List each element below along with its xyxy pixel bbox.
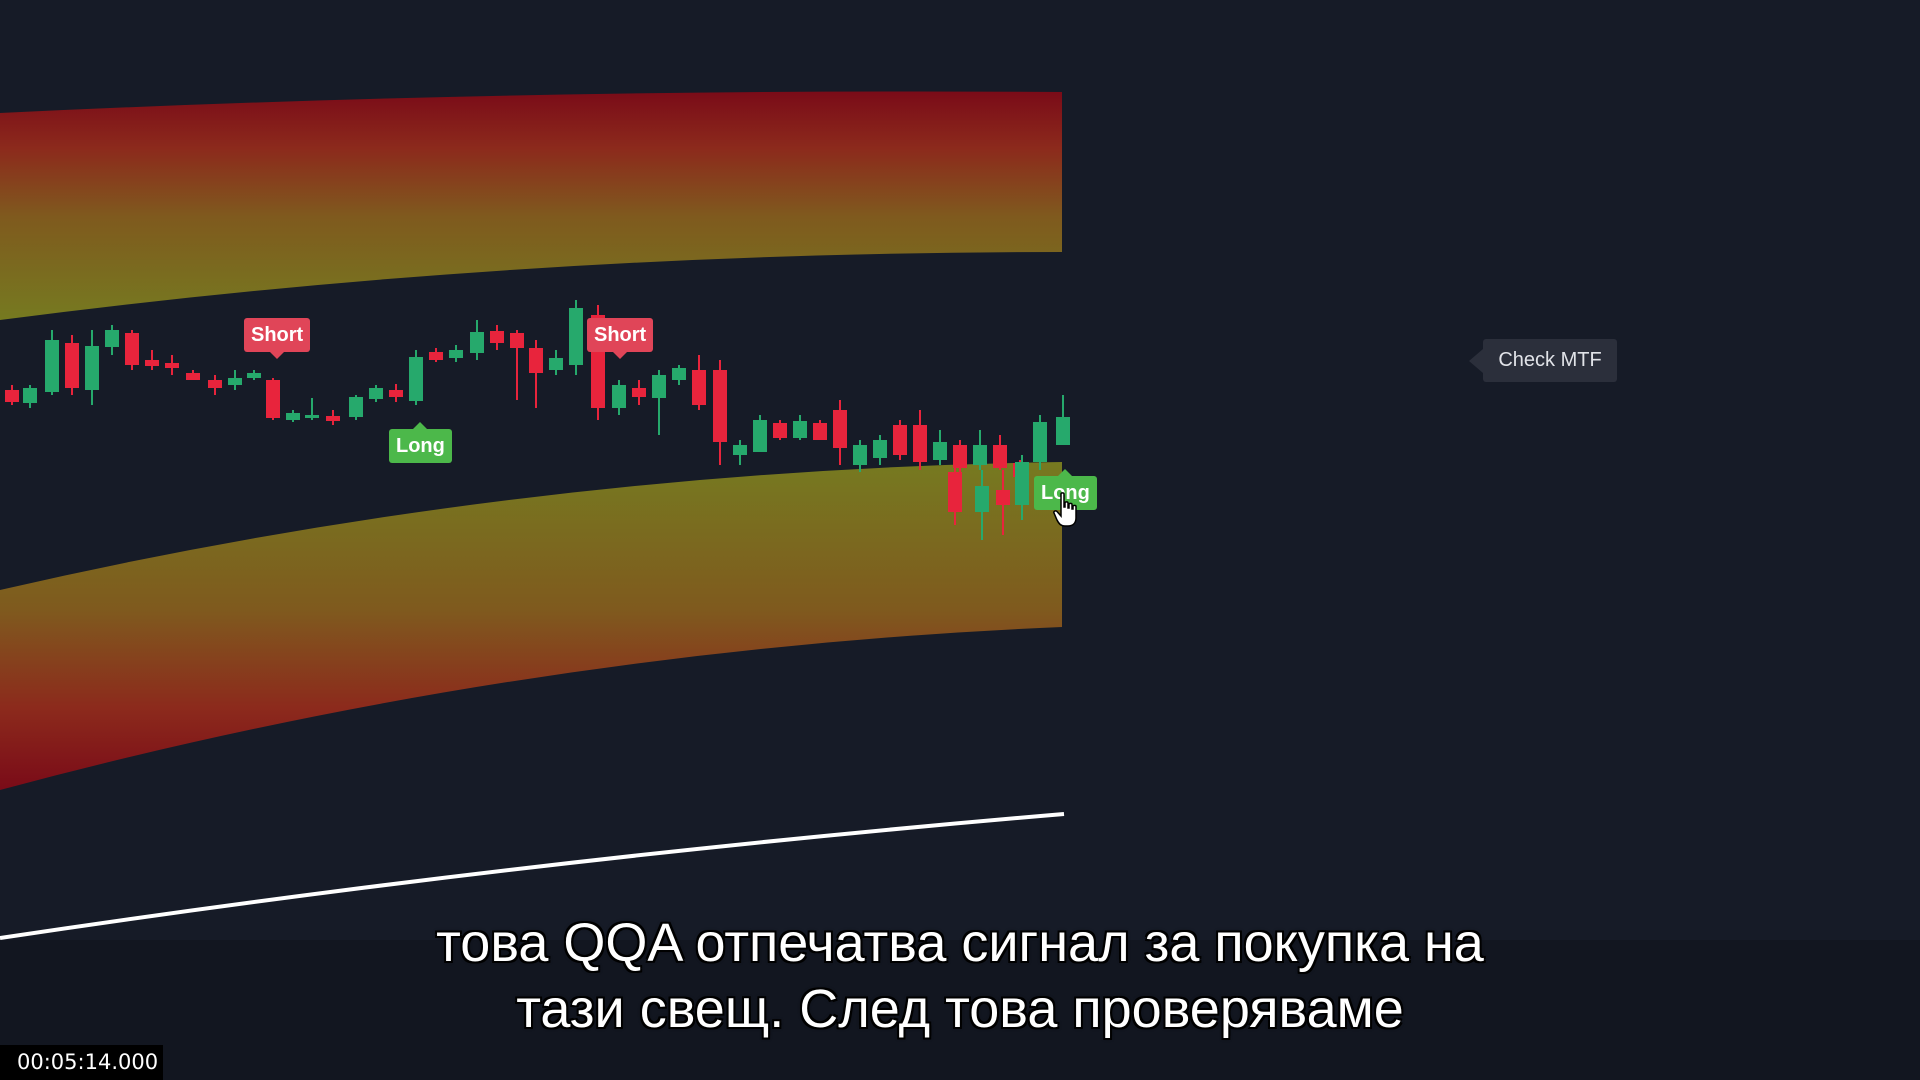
bullish-candle — [975, 470, 989, 540]
bullish-candle — [973, 430, 987, 470]
bearish-candle — [893, 420, 907, 460]
bearish-candle — [913, 410, 927, 470]
bullish-candle — [549, 350, 563, 375]
bullish-candle — [1033, 415, 1047, 470]
bullish-candle — [286, 410, 300, 422]
bearish-candle — [833, 400, 847, 465]
video-timestamp: 00:05:14.000 — [0, 1045, 163, 1080]
subtitles: това QQA отпечатва сигнал за покупка на … — [0, 910, 1920, 1042]
trend-line — [0, 812, 1065, 940]
bullish-candle — [733, 440, 747, 465]
bearish-candle — [490, 325, 504, 350]
bearish-candle — [713, 360, 727, 465]
bearish-candle — [773, 420, 787, 440]
bullish-candle — [1056, 395, 1070, 445]
bullish-candle — [652, 370, 666, 435]
bullish-candle — [672, 365, 686, 385]
bullish-candle — [105, 325, 119, 355]
bearish-candle — [510, 330, 524, 400]
bullish-candle — [247, 370, 261, 380]
bearish-candle — [993, 435, 1007, 470]
long-signal-label: Long — [389, 422, 452, 463]
bullish-candle — [470, 320, 484, 360]
bullish-candle — [369, 385, 383, 402]
bullish-candle — [45, 330, 59, 395]
bullish-candle — [85, 330, 99, 405]
bearish-candle — [813, 420, 827, 440]
bearish-candle — [186, 370, 200, 380]
bullish-candle — [793, 415, 807, 440]
check-mtf-label: Check MTF — [1498, 349, 1602, 371]
bullish-candle — [1015, 455, 1029, 520]
bullish-candle — [349, 395, 363, 420]
bullish-candle — [23, 385, 37, 408]
bullish-candle — [933, 430, 947, 465]
bearish-candle — [389, 384, 403, 402]
bearish-candle — [953, 440, 967, 475]
hand-pointer-icon — [1053, 492, 1077, 527]
channel-bands — [0, 91, 1062, 790]
bearish-candle — [65, 335, 79, 395]
bullish-candle — [409, 350, 423, 405]
lower-band — [0, 462, 1062, 790]
bearish-candle — [266, 378, 280, 420]
bullish-candle — [228, 370, 242, 390]
subtitle-line-2: тази свещ. След това проверяваме — [516, 979, 1404, 1039]
bullish-candle — [569, 300, 583, 375]
bearish-candle — [996, 470, 1010, 535]
bearish-candle — [165, 355, 179, 375]
check-mtf-tooltip[interactable]: Check MTF — [1469, 339, 1617, 382]
upper-band — [0, 91, 1062, 320]
candlesticks — [5, 300, 1070, 540]
bearish-candle — [125, 330, 139, 370]
short-signal-label: Short — [587, 318, 654, 359]
bearish-candle — [948, 465, 962, 525]
bearish-candle — [632, 380, 646, 405]
bottom-strip — [0, 940, 1920, 1080]
bearish-candle — [208, 375, 222, 395]
bearish-candle — [5, 385, 19, 405]
bullish-candle — [753, 415, 767, 452]
bullish-candle — [449, 345, 463, 362]
bearish-candle — [692, 355, 706, 410]
subtitle-line-1: това QQA отпечатва сигнал за покупка на — [436, 913, 1484, 973]
bullish-candle — [305, 398, 319, 420]
short-signal-label: Short — [244, 318, 311, 359]
bearish-candle — [145, 350, 159, 370]
bullish-candle — [873, 435, 887, 465]
bearish-candle — [326, 410, 340, 425]
bearish-candle — [529, 340, 543, 408]
bullish-candle — [612, 380, 626, 415]
bullish-candle — [853, 440, 867, 472]
bearish-candle — [429, 348, 443, 362]
